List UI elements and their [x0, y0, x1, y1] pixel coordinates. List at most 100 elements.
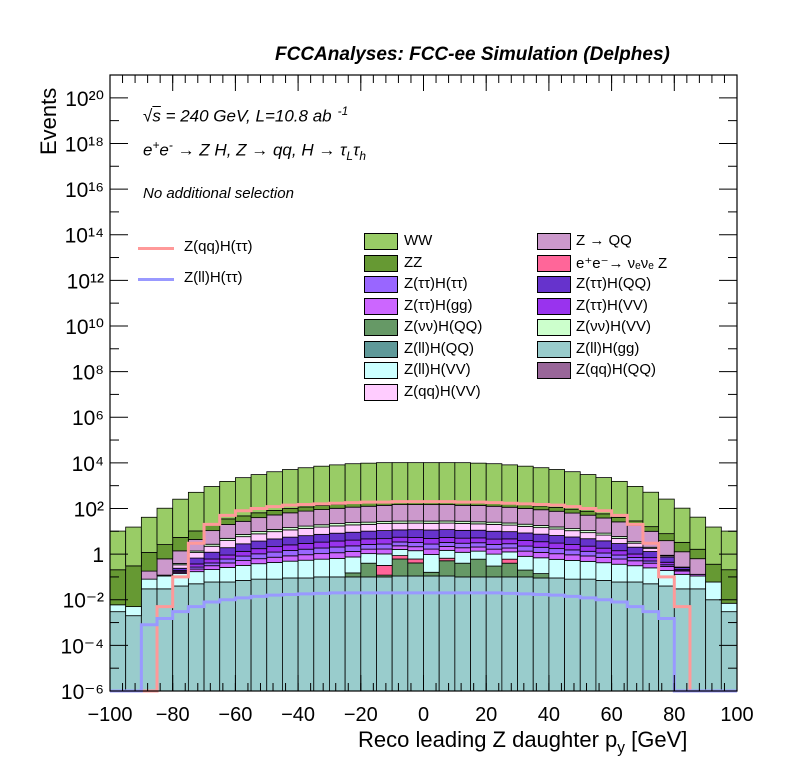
bar-z-ll-h-vv--12 — [297, 559, 315, 579]
bar-ww-10 — [266, 471, 283, 511]
bar-z-qq-10 — [266, 514, 283, 530]
bar-z-h-vv--13 — [313, 541, 330, 549]
bar-z-h-qq--31 — [595, 540, 612, 549]
bar-z-qq-25 — [501, 506, 518, 524]
legend-swatch — [364, 233, 398, 250]
bar-z-qq-h-vv--32 — [611, 537, 628, 544]
bar-z-qq-17 — [376, 504, 393, 522]
x-tick-label: −40 — [281, 704, 315, 726]
bar-z-ll-h-gg--1 — [125, 615, 142, 692]
bar-z-h-gg--24 — [485, 548, 503, 555]
chart-header: FCCAnalyses: FCC-ee Simulation (Delphes) — [275, 44, 670, 65]
bar-z-h-vv--20 — [423, 538, 440, 545]
bar-z-h-vv--28 — [548, 542, 565, 550]
bar-z-ll-h-vv--14 — [329, 557, 346, 578]
bar-z-h-vv--23 — [470, 537, 487, 544]
legend-swatch — [537, 233, 571, 250]
bar-z-ll-h-vv--7 — [219, 567, 236, 583]
bar-z-qq-26 — [517, 508, 534, 525]
bar-z-h--27 — [532, 546, 550, 553]
y-tick-label: 10¹⁰ — [65, 316, 104, 339]
bar-z-h-vv--10 — [266, 546, 283, 553]
bar-z-qq-13 — [313, 509, 330, 526]
bar-z-qq-h-vv--30 — [579, 532, 597, 540]
bar-z-ll-h-gg--38 — [705, 599, 722, 692]
bar-z-qq-18 — [391, 504, 409, 522]
bar-z-qq-h-vv--17 — [376, 523, 393, 531]
bar-z-h-vv--17 — [376, 538, 393, 545]
bar-z-h--26 — [517, 545, 534, 552]
bar-ww-3 — [156, 507, 174, 545]
bar-z-h-gg--12 — [297, 554, 315, 561]
bar-z-h-gg--20 — [423, 548, 440, 555]
legend-label: Z(ττ)H(ττ) — [404, 275, 468, 292]
legend-label: Z(νν)H(VV) — [576, 318, 651, 335]
bar-z-h-qq--12 — [297, 535, 315, 544]
bar-z-h-gg--34 — [642, 562, 660, 569]
bar-z-h--28 — [548, 548, 565, 555]
bar-z-ll-h-gg--2 — [140, 588, 158, 692]
bar-z-h--6 — [203, 562, 221, 567]
bar-z-qq-32 — [611, 521, 628, 537]
legend-label: Z(ll)H(VV) — [404, 361, 471, 378]
bar-z-h-qq--25 — [501, 531, 518, 540]
bar-zz-34 — [642, 526, 660, 532]
bar-ww-29 — [564, 471, 581, 510]
bar-z-h--22 — [454, 542, 471, 549]
x-tick-label: 20 — [475, 704, 497, 726]
bar-z-qq-5 — [187, 539, 205, 552]
bar-z-h--19 — [407, 542, 424, 548]
bar-z-qq-2 — [140, 570, 158, 580]
bar-z-ll-h-vv--20 — [423, 554, 440, 573]
bar-z-ll-h-vv--24 — [485, 553, 503, 567]
bar-zz-28 — [548, 507, 565, 512]
bar-z-h--21 — [438, 542, 456, 547]
bar-z-h-gg--7 — [219, 562, 236, 568]
bar-z-ll-h-vv--25 — [501, 551, 518, 560]
bar-zz-30 — [579, 510, 597, 516]
bar-z-h--8 — [234, 555, 252, 561]
bar-z-ll-h-gg--37 — [689, 588, 707, 692]
bar-z-h-qq--10 — [266, 538, 283, 548]
bar-zz-37 — [689, 548, 707, 560]
bar-zz-9 — [250, 512, 268, 519]
bar-z-qq-h-vv--28 — [548, 528, 565, 536]
bar-ww-32 — [611, 480, 628, 518]
bar-ww-36 — [673, 507, 691, 543]
legend-swatch — [364, 340, 398, 358]
bar-z-h-gg--17 — [376, 548, 393, 555]
bar-z-qq-30 — [579, 514, 597, 531]
bar-z-h-vv--31 — [595, 547, 612, 554]
bar-z-qq-8 — [234, 520, 252, 535]
bar-z-h-gg--28 — [548, 553, 565, 560]
bar-z-h-gg--8 — [234, 560, 252, 566]
bar-z-qq-h-vv--26 — [517, 525, 534, 534]
bar-z-h-qq--26 — [517, 532, 534, 541]
bar-z-ll-h-vv--27 — [532, 557, 550, 574]
bar-z-ll-h-vv--31 — [595, 562, 612, 581]
bar-zz-31 — [595, 513, 612, 519]
bar-z-ll-h-vv--8 — [234, 565, 252, 581]
bar-ww-6 — [203, 486, 221, 525]
bar-z-qq-h-vv--10 — [266, 531, 283, 540]
bar-z-h-qq--19 — [407, 562, 424, 577]
bar-z-ll-h-vv--37 — [689, 575, 707, 590]
y-tick-label: 10² — [74, 498, 104, 521]
bar-e-e-z-18 — [391, 555, 409, 560]
bar-z-h-qq--21 — [438, 560, 456, 577]
stacked-bars — [109, 462, 738, 692]
bar-z-ll-h-gg--35 — [658, 585, 675, 692]
bar-z-h-gg--33 — [626, 560, 644, 567]
bar-z-h-qq--32 — [611, 543, 628, 552]
bar-ww-1 — [125, 526, 142, 567]
bar-z-h-qq--9 — [250, 540, 268, 550]
bar-z-h-qq--15 — [344, 531, 362, 541]
bar-z-ll-h-vv--1 — [125, 606, 142, 617]
bar-z-h--9 — [250, 553, 268, 560]
bar-z-ll-h-vv--19 — [407, 550, 424, 560]
bar-zz-36 — [673, 541, 691, 553]
bar-z-ll-h-vv--38 — [705, 581, 722, 601]
x-tick-label: 80 — [663, 704, 685, 726]
bar-z-qq-h-vv--11 — [282, 529, 299, 538]
bar-z-h-vv--16 — [360, 538, 377, 545]
